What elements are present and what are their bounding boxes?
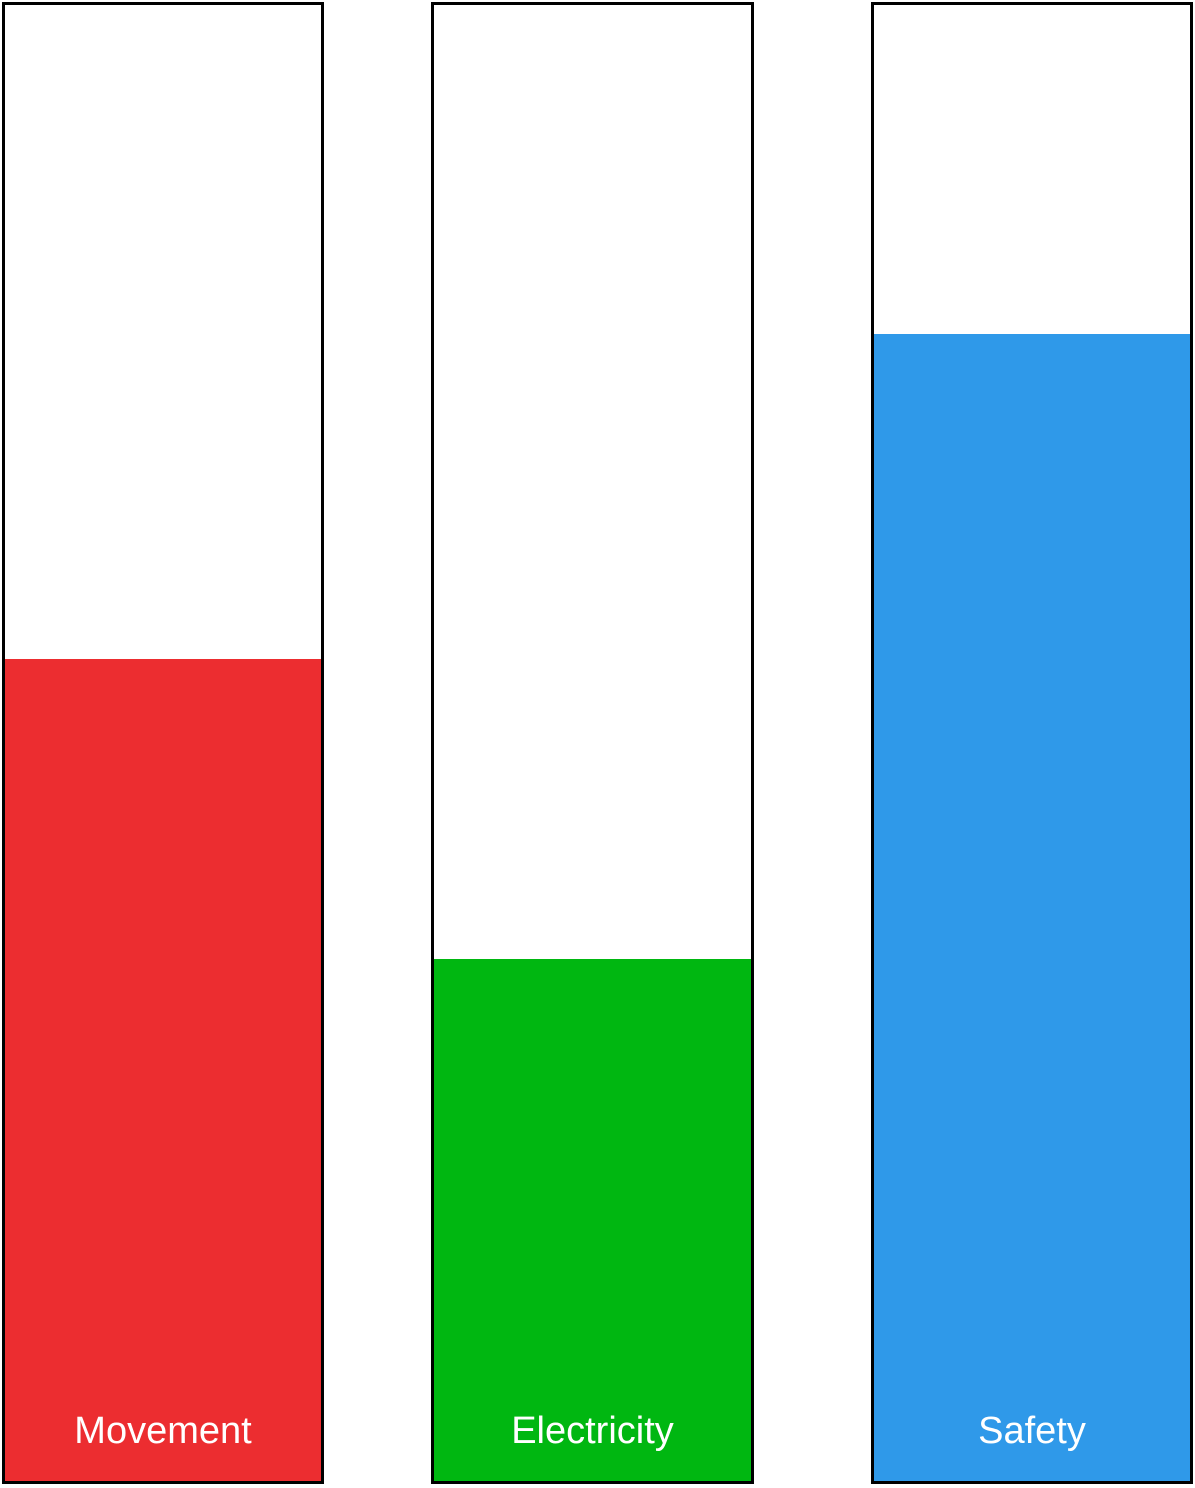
electricity-meter: Electricity (431, 2, 754, 1484)
movement-meter-label: Movement (74, 1410, 252, 1452)
movement-meter-fill (5, 658, 321, 1481)
electricity-meter-label: Electricity (511, 1410, 674, 1452)
safety-meter: Safety (871, 2, 1193, 1484)
electricity-meter-fill (434, 958, 751, 1481)
safety-meter-label: Safety (978, 1410, 1086, 1452)
movement-meter: Movement (2, 2, 324, 1484)
safety-meter-fill (874, 334, 1190, 1481)
